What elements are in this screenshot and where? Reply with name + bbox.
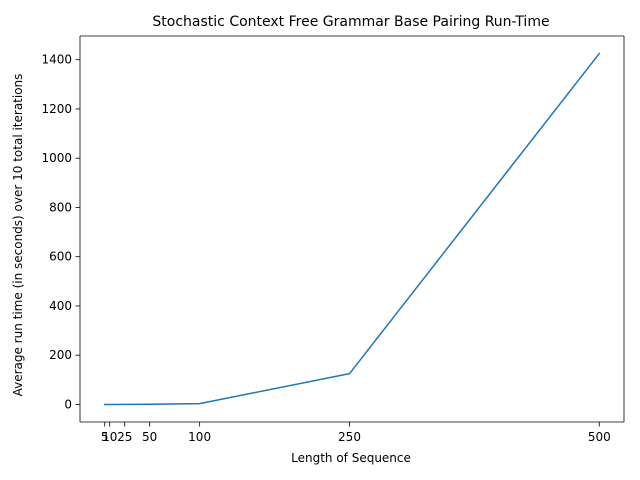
x-tick-label: 10 <box>102 430 117 444</box>
x-tick-label: 50 <box>142 430 157 444</box>
y-tick-label: 1400 <box>41 53 72 67</box>
y-tick-label: 800 <box>49 200 72 214</box>
x-axis-label: Length of Sequence <box>291 451 411 465</box>
x-tick-label: 5 <box>101 430 109 444</box>
x-tick-label: 500 <box>588 430 611 444</box>
y-axis: 0 200 400 600 800 1000 1200 1400 <box>41 36 625 422</box>
y-tick-label: 400 <box>49 299 72 313</box>
y-axis-label: Average run time (in seconds) over 10 to… <box>11 74 25 397</box>
x-tick-label: 100 <box>188 430 211 444</box>
chart-title: Stochastic Context Free Grammar Base Pai… <box>152 14 549 30</box>
series-line-0 <box>103 52 601 406</box>
y-tick-label: 1200 <box>41 102 72 116</box>
y-tick-label: 600 <box>49 250 72 264</box>
y-tick-label: 200 <box>49 348 72 362</box>
x-tick-label: 25 <box>117 430 132 444</box>
x-tick-label: 250 <box>338 430 361 444</box>
x-axis: 510 25 50 100 250 500 <box>80 35 624 444</box>
plot-area <box>103 52 601 406</box>
y-tick-label: 0 <box>64 397 72 411</box>
y-tick-label: 1000 <box>41 151 72 165</box>
